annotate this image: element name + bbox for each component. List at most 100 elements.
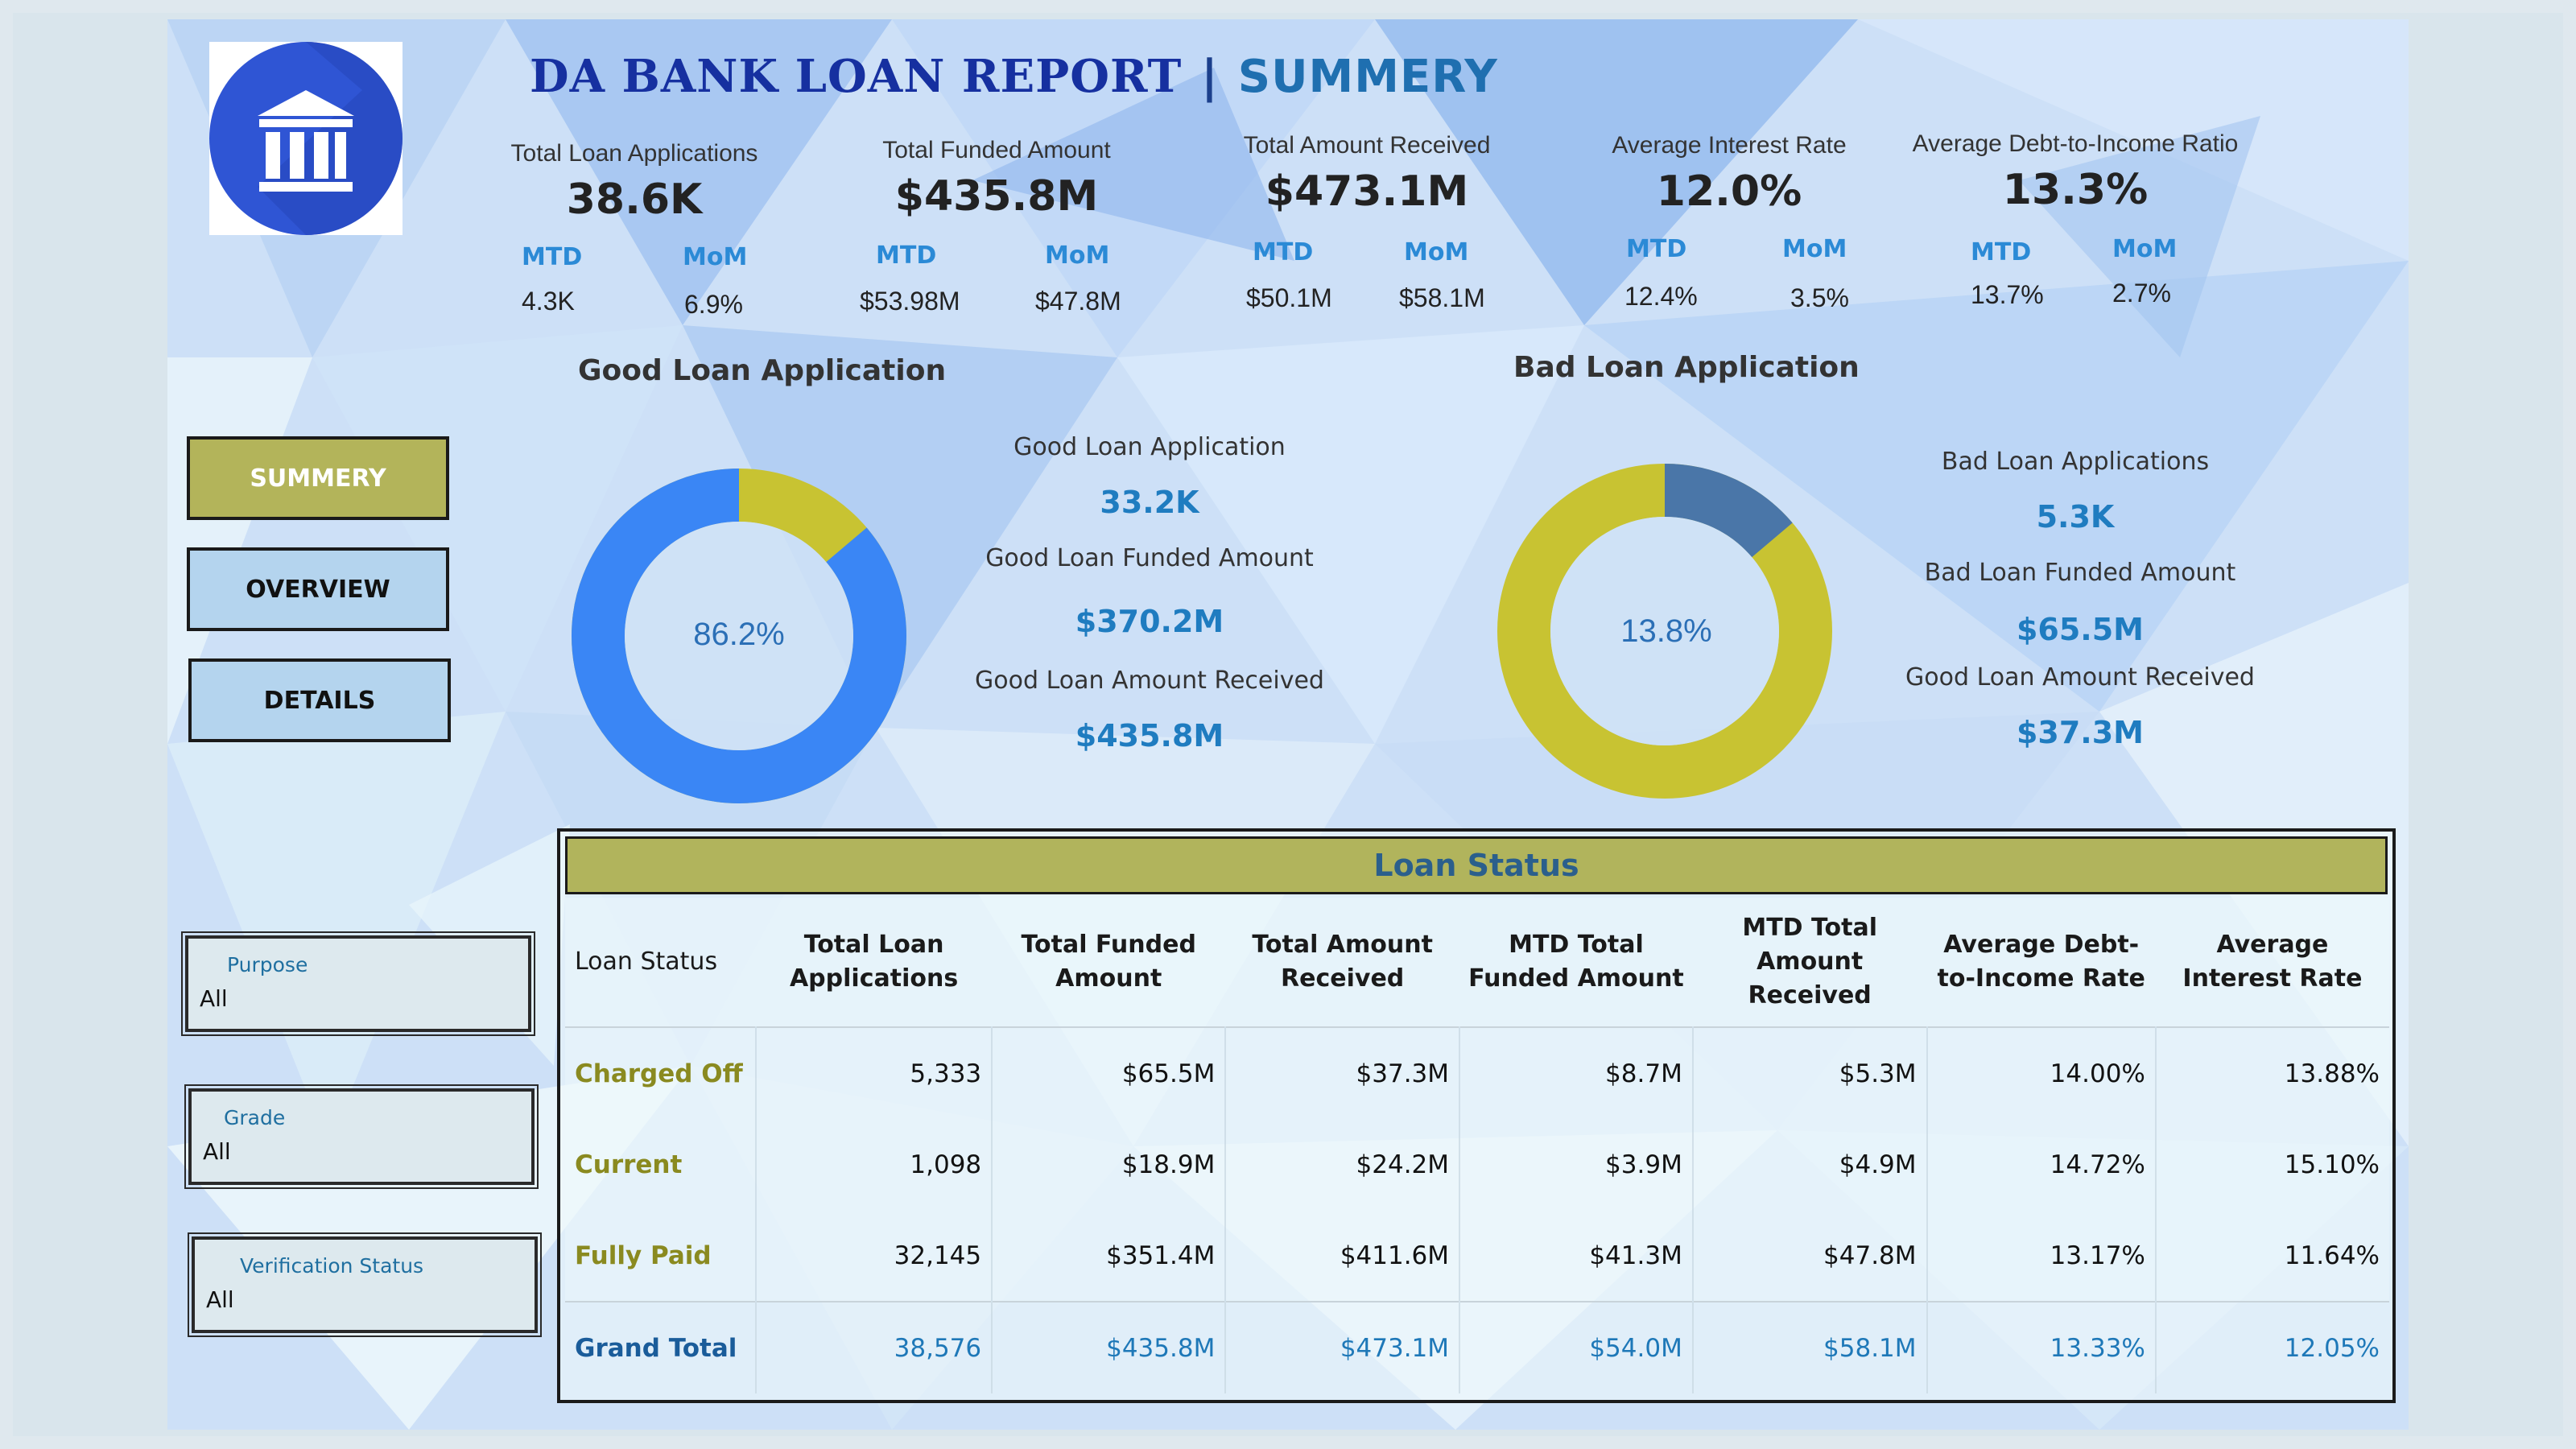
nav-summery-button[interactable]: SUMMERY xyxy=(187,436,449,520)
table-cell: $4.9M xyxy=(1691,1119,1927,1210)
table-cell: 38,576 xyxy=(755,1301,993,1393)
column-header[interactable]: Loan Status xyxy=(565,898,757,1027)
filter-value: All xyxy=(200,985,228,1012)
table-cell: $435.8M xyxy=(991,1301,1226,1393)
good-loan-funded-label: Good Loan Funded Amount xyxy=(985,544,1314,572)
kpi-mtd-label: MTD xyxy=(876,242,937,270)
kpi-mtd-value: $53.98M xyxy=(860,287,960,316)
kpi-mom-label: MoM xyxy=(1404,238,1469,266)
table-cell: 11.64% xyxy=(2154,1210,2389,1302)
good-loan-received-label: Good Loan Amount Received xyxy=(975,667,1324,695)
table-cell: $65.5M xyxy=(991,1027,1226,1119)
table-cell: 13.88% xyxy=(2154,1027,2389,1119)
nav-details-button[interactable]: DETAILS xyxy=(188,658,451,742)
kpi-mom-value: 2.7% xyxy=(2112,279,2171,308)
filter-label: Grade xyxy=(224,1106,286,1129)
kpi-value: 12.0% xyxy=(1656,167,1802,216)
kpi-mom-value: 3.5% xyxy=(1790,283,1849,312)
report-title-sub: SUMMERY xyxy=(1237,51,1498,103)
table-cell: $41.3M xyxy=(1459,1210,1693,1302)
bank-logo xyxy=(209,42,402,235)
good-loan-title: Good Loan Application xyxy=(578,354,947,387)
table-cell: 5,333 xyxy=(755,1027,993,1119)
column-header[interactable]: Total Funded Amount xyxy=(992,898,1226,1027)
table-cell: 13.17% xyxy=(1926,1210,2156,1302)
good-loan-apps-label: Good Loan Application xyxy=(1013,433,1286,461)
report-title-main: DA BANK LOAN REPORT xyxy=(530,50,1183,103)
kpi-average-interest-rate: Average Interest Rate 12.0% MTD MoM 12.4… xyxy=(1584,132,1874,325)
loan-status-table: Loan Status Loan Status Total Loan Appli… xyxy=(557,828,2396,1403)
kpi-label: Total Loan Applications xyxy=(510,140,758,167)
column-header[interactable]: Average Interest Rate xyxy=(2155,898,2389,1027)
row-label: Current xyxy=(565,1119,757,1210)
kpi-mtd-value: $50.1M xyxy=(1246,283,1332,312)
good-loan-received-value: $435.8M xyxy=(1075,718,1224,753)
kpi-mom-label: MoM xyxy=(1782,235,1847,263)
bad-loan-percent: 13.8% xyxy=(1620,613,1712,649)
kpi-mom-value: $47.8M xyxy=(1035,287,1121,316)
filter-grade[interactable]: Grade All xyxy=(184,1084,539,1189)
column-header[interactable]: Total Loan Applications xyxy=(756,898,993,1027)
table-cell: $411.6M xyxy=(1224,1210,1460,1302)
kpi-mtd-label: MTD xyxy=(1971,238,2032,266)
kpi-mom-label: MoM xyxy=(1045,242,1110,270)
row-label: Charged Off xyxy=(565,1027,757,1119)
bad-loan-apps-value: 5.3K xyxy=(2036,499,2115,535)
loan-status-grid: Loan Status Total Loan Applications Tota… xyxy=(565,898,2389,1393)
filter-value: All xyxy=(203,1138,231,1165)
good-loan-percent: 86.2% xyxy=(693,617,785,652)
table-cell: $8.7M xyxy=(1459,1027,1693,1119)
column-header[interactable]: Total Amount Received xyxy=(1225,898,1460,1027)
filter-label: Purpose xyxy=(227,953,308,976)
bad-loan-apps-label: Bad Loan Applications xyxy=(1941,448,2210,476)
donut-segment-main xyxy=(572,469,906,803)
table-row: Current 1,098 $18.9M $24.2M $3.9M $4.9M … xyxy=(565,1119,2389,1210)
kpi-mtd-label: MTD xyxy=(1626,235,1687,263)
table-row: Charged Off 5,333 $65.5M $37.3M $8.7M $5… xyxy=(565,1027,2389,1119)
kpi-label: Total Funded Amount xyxy=(882,137,1111,163)
filter-value: All xyxy=(206,1286,234,1313)
title-separator: | xyxy=(1201,51,1219,103)
bad-loan-received-label: Good Loan Amount Received xyxy=(1905,663,2255,691)
table-header-row: Loan Status Total Loan Applications Tota… xyxy=(565,898,2389,1027)
kpi-label: Average Debt-to-Income Ratio xyxy=(1912,130,2239,157)
kpi-mom-label: MoM xyxy=(683,243,748,271)
table-cell: 14.72% xyxy=(1926,1119,2156,1210)
table-cell: 12.05% xyxy=(2154,1301,2389,1393)
good-loan-donut xyxy=(572,469,906,803)
bad-loan-donut xyxy=(1497,464,1832,799)
good-loan-funded-value: $370.2M xyxy=(1075,604,1224,639)
table-cell: $473.1M xyxy=(1224,1301,1460,1393)
kpi-total-amount-received: Total Amount Received $473.1M MTD MoM $5… xyxy=(1222,132,1512,325)
kpi-value: 38.6K xyxy=(566,175,703,224)
bad-loan-funded-label: Bad Loan Funded Amount xyxy=(1924,559,2236,587)
filter-label: Verification Status xyxy=(240,1254,424,1278)
row-label: Grand Total xyxy=(565,1301,757,1393)
kpi-mom-value: $58.1M xyxy=(1399,283,1485,312)
kpi-value: $473.1M xyxy=(1265,167,1469,216)
grand-total-row: Grand Total 38,576 $435.8M $473.1M $54.0… xyxy=(565,1301,2389,1393)
filter-verification-status[interactable]: Verification Status All xyxy=(188,1232,542,1337)
column-header[interactable]: MTD Total Amount Received xyxy=(1692,898,1927,1027)
kpi-value: 13.3% xyxy=(2002,166,2149,214)
table-cell: 14.00% xyxy=(1926,1027,2156,1119)
bad-loan-received-value: $37.3M xyxy=(2016,715,2144,750)
kpi-value: $435.8M xyxy=(894,172,1099,221)
filter-purpose[interactable]: Purpose All xyxy=(181,931,535,1036)
loan-status-table-title: Loan Status xyxy=(565,836,2388,894)
table-row: Fully Paid 32,145 $351.4M $411.6M $41.3M… xyxy=(565,1210,2389,1302)
table-cell: $18.9M xyxy=(991,1119,1226,1210)
table-cell: 32,145 xyxy=(755,1210,993,1302)
good-loan-apps-value: 33.2K xyxy=(1100,485,1199,520)
kpi-mtd-value: 4.3K xyxy=(522,287,575,316)
kpi-average-dti-ratio: Average Debt-to-Income Ratio 13.3% MTD M… xyxy=(1898,130,2252,324)
column-header[interactable]: Average Debt-to-Income Rate xyxy=(1926,898,2156,1027)
dashboard-canvas: DA BANK LOAN REPORT | SUMMERY Total Loan A… xyxy=(167,19,2409,1430)
table-cell: $5.3M xyxy=(1691,1027,1927,1119)
report-title: DA BANK LOAN REPORT | SUMMERY xyxy=(530,50,1498,103)
kpi-total-funded-amount: Total Funded Amount $435.8M MTD MoM $53.… xyxy=(860,137,1133,330)
table-cell: 13.33% xyxy=(1926,1301,2156,1393)
column-header[interactable]: MTD Total Funded Amount xyxy=(1459,898,1693,1027)
table-cell: $37.3M xyxy=(1224,1027,1460,1119)
nav-overview-button[interactable]: OVERVIEW xyxy=(187,547,449,631)
